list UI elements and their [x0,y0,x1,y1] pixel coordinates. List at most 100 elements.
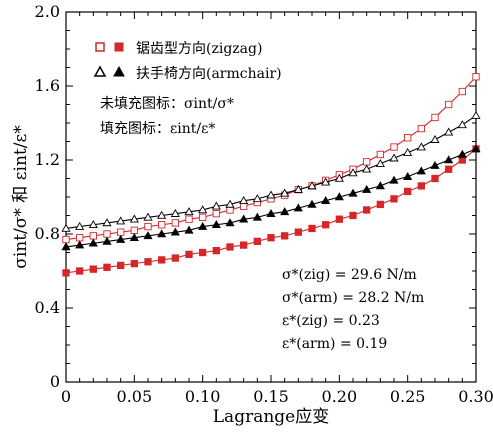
data-point-armchair-epsilon [403,171,413,180]
data-point-armchair-epsilon [61,242,71,251]
data-point-zigzag-sigma [458,87,466,96]
data-point-zigzag-epsilon [335,215,343,223]
data-point-armchair-epsilon [280,207,290,216]
axis-tick-labels: 0 0.05 0.10 0.15 0.20 0.25 0.30 0 0.4 0.8 1.2 1.6 2.… [35,2,493,406]
x-tick-label: 0 [61,387,71,406]
data-point-zigzag-sigma [212,209,220,218]
data-point-armchair-sigma [225,199,235,208]
data-point-zigzag-sigma [445,100,453,109]
data-point-armchair-sigma [239,195,249,205]
annotation-eps-zig: ε*(zig) = 0.23 [282,313,380,329]
data-point-zigzag-sigma [89,232,97,240]
legend-zigzag-filled-marker [114,42,124,52]
data-point-armchair-epsilon [334,192,344,201]
data-point-armchair-epsilon [266,208,276,217]
data-point-armchair-epsilon [198,221,208,230]
y-tick-label: 0.8 [35,224,60,243]
data-point-zigzag-epsilon [158,256,166,264]
data-point-zigzag-sigma [185,215,193,223]
data-point-armchair-epsilon [416,166,426,175]
data-point-armchair-sigma [61,223,71,232]
data-point-zigzag-epsilon [363,206,371,214]
data-point-armchair-epsilon [170,227,180,236]
data-point-zigzag-sigma [240,202,248,210]
data-point-armchair-sigma [102,218,112,227]
y-tick-label: 1.6 [35,76,60,95]
data-point-armchair-epsilon [129,232,139,242]
y-tick-label: 0.4 [35,298,60,317]
data-point-zigzag-epsilon [130,259,138,268]
data-point-armchair-sigma [184,207,194,216]
data-point-armchair-sigma [334,173,344,182]
data-point-armchair-sigma [457,120,467,129]
data-series [61,73,481,277]
data-point-armchair-sigma [389,153,399,162]
data-point-armchair-sigma [293,184,303,193]
data-point-armchair-epsilon [389,175,399,184]
legend-armchair-open-marker [93,65,107,77]
data-point-zigzag-epsilon [199,248,207,257]
data-point-zigzag-sigma [117,228,125,236]
data-point-zigzag-sigma [404,134,412,142]
data-point-zigzag-epsilon [89,265,97,273]
data-point-armchair-epsilon [239,214,249,223]
data-point-zigzag-epsilon [267,234,275,242]
data-point-zigzag-epsilon [117,261,125,270]
data-point-zigzag-sigma [130,226,138,234]
x-axis-label: Lagrange应变 [213,407,329,427]
data-point-armchair-sigma [416,142,426,151]
data-point-armchair-epsilon [430,160,440,169]
data-point-armchair-epsilon [362,184,372,193]
data-point-armchair-epsilon [444,155,454,164]
data-point-armchair-sigma [266,190,276,199]
data-point-zigzag-epsilon [376,200,384,209]
data-point-zigzag-sigma [158,221,166,229]
data-point-zigzag-epsilon [404,187,412,196]
data-point-zigzag-sigma [171,219,179,227]
data-point-zigzag-epsilon [445,165,453,173]
data-point-zigzag-epsilon [308,224,316,233]
data-point-zigzag-sigma [103,230,111,238]
data-point-zigzag-epsilon [76,267,84,275]
legend-filled-note: 填充图标：εint/ε* [100,121,215,137]
data-point-zigzag-sigma [376,150,384,159]
data-point-zigzag-epsilon [212,246,220,255]
legend-zigzag-open-marker [95,42,105,52]
data-point-armchair-epsilon [75,240,85,249]
x-tick-label: 0.10 [185,387,221,406]
data-point-zigzag-epsilon [62,269,70,277]
data-point-zigzag-epsilon [458,156,466,164]
data-point-zigzag-sigma [144,222,152,231]
data-point-zigzag-sigma [76,234,84,242]
y-tick-label: 2.0 [35,2,60,21]
data-point-armchair-epsilon [321,195,331,205]
data-point-armchair-epsilon [143,231,153,240]
x-tick-label: 0.15 [253,387,289,406]
data-point-armchair-sigma [198,205,208,214]
data-point-zigzag-epsilon [417,182,425,190]
data-point-armchair-sigma [362,164,372,173]
data-point-armchair-epsilon [348,188,358,197]
data-point-armchair-sigma [321,177,331,186]
data-point-armchair-epsilon [225,218,235,227]
data-point-armchair-epsilon [157,229,167,238]
data-point-armchair-sigma [143,212,153,221]
data-point-armchair-epsilon [102,236,112,245]
data-point-zigzag-sigma [199,213,207,221]
data-point-zigzag-sigma [62,235,70,244]
data-point-armchair-sigma [116,216,126,225]
data-point-armchair-epsilon [88,238,98,247]
data-point-armchair-sigma [430,134,440,143]
data-point-zigzag-epsilon [322,221,330,229]
data-point-zigzag-epsilon [431,174,439,183]
x-tick-label: 0.30 [458,387,493,406]
data-point-armchair-sigma [75,221,85,230]
data-point-armchair-epsilon [252,212,262,221]
data-point-zigzag-epsilon [226,243,234,251]
x-tick-label: 0.25 [390,387,426,406]
data-point-zigzag-sigma [390,143,398,151]
legend: 锯齿型方向(zigzag) 扶手椅方向(armchair) 未填充图标：σint… [93,41,282,137]
data-point-zigzag-epsilon [144,258,152,266]
legend-zigzag-label: 锯齿型方向(zigzag) [136,41,262,57]
